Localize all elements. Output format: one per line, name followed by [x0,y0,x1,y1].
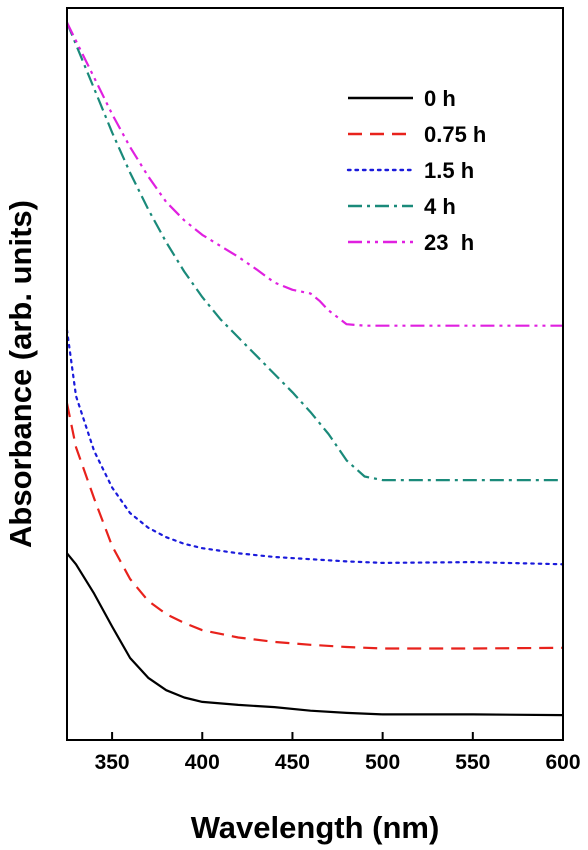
legend-label: 0.75 h [424,122,486,147]
x-tick-label: 500 [365,751,400,774]
legend-label: 4 h [424,194,456,219]
x-tick-label: 350 [95,751,130,774]
plot-frame [66,7,564,741]
series-line-4 [66,22,563,327]
series-line-3 [65,22,563,482]
x-tick-label: 600 [545,751,580,774]
legend-label: 0 h [424,86,456,111]
series-line-2 [65,329,565,566]
y-axis-title: Absorbance (arb. units) [3,200,38,548]
x-axis-ticks: 350 400 450 500 550 600 [95,732,581,774]
series-line-1 [65,403,564,650]
series-line-0 [66,552,564,717]
legend-label: 1.5 h [424,158,474,183]
x-tick-label: 400 [185,751,220,774]
legend-label: 23 h [424,230,474,255]
x-tick-label: 450 [275,751,310,774]
legend: 0 h 0.75 h 1.5 h 4 h 23 h [346,86,486,255]
x-axis-title: Wavelength (nm) [191,810,440,845]
x-tick-label: 550 [455,751,490,774]
plot-lines [65,22,565,717]
